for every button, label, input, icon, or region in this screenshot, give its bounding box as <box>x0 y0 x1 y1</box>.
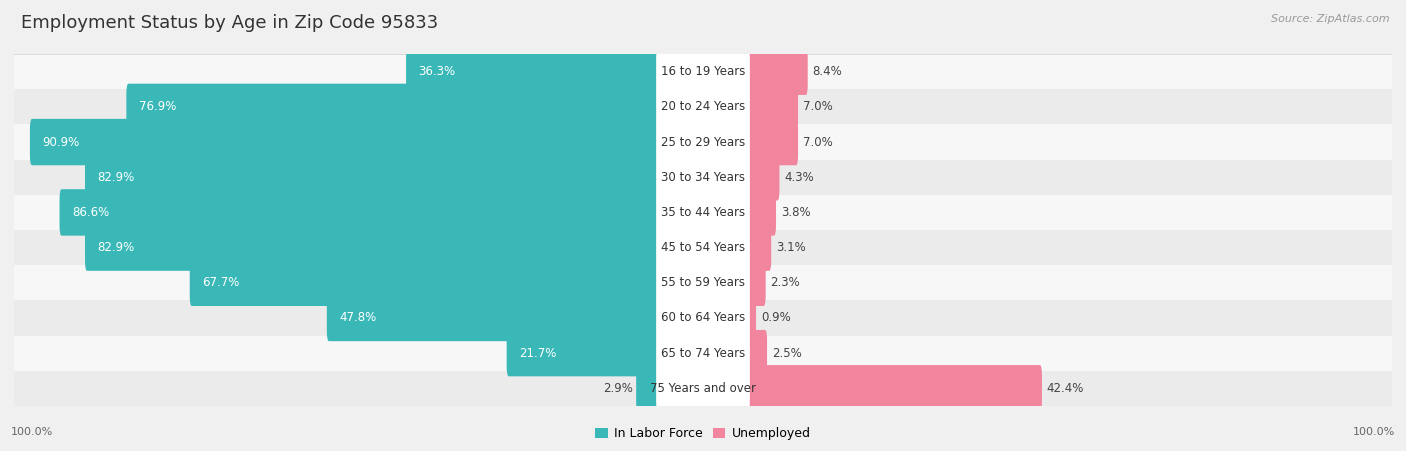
Text: 75 Years and over: 75 Years and over <box>650 382 756 395</box>
FancyBboxPatch shape <box>506 330 661 376</box>
Bar <box>14 124 1392 160</box>
Text: Employment Status by Age in Zip Code 95833: Employment Status by Age in Zip Code 958… <box>21 14 439 32</box>
FancyBboxPatch shape <box>745 330 768 376</box>
Text: 8.4%: 8.4% <box>813 65 842 78</box>
Bar <box>14 195 1392 230</box>
FancyBboxPatch shape <box>745 49 807 95</box>
FancyBboxPatch shape <box>657 295 749 341</box>
FancyBboxPatch shape <box>657 119 749 165</box>
Text: 16 to 19 Years: 16 to 19 Years <box>661 65 745 78</box>
Text: 82.9%: 82.9% <box>97 171 135 184</box>
Bar <box>14 89 1392 124</box>
Bar <box>14 54 1392 89</box>
FancyBboxPatch shape <box>84 225 661 271</box>
Text: 7.0%: 7.0% <box>803 101 832 113</box>
Text: 67.7%: 67.7% <box>202 276 239 289</box>
Text: 2.5%: 2.5% <box>772 347 801 359</box>
Bar <box>14 300 1392 336</box>
FancyBboxPatch shape <box>745 295 756 341</box>
Text: 4.3%: 4.3% <box>785 171 814 184</box>
Text: 100.0%: 100.0% <box>1353 428 1395 437</box>
Text: 2.3%: 2.3% <box>770 276 800 289</box>
FancyBboxPatch shape <box>406 49 661 95</box>
FancyBboxPatch shape <box>657 189 749 235</box>
Text: 65 to 74 Years: 65 to 74 Years <box>661 347 745 359</box>
FancyBboxPatch shape <box>84 154 661 200</box>
FancyBboxPatch shape <box>657 84 749 130</box>
Bar <box>14 265 1392 300</box>
Text: 3.1%: 3.1% <box>776 241 806 254</box>
FancyBboxPatch shape <box>745 154 779 200</box>
Text: 0.9%: 0.9% <box>761 312 790 324</box>
Text: 2.9%: 2.9% <box>603 382 633 395</box>
FancyBboxPatch shape <box>745 225 772 271</box>
Text: 7.0%: 7.0% <box>803 136 832 148</box>
Text: 76.9%: 76.9% <box>139 101 176 113</box>
FancyBboxPatch shape <box>657 49 749 95</box>
FancyBboxPatch shape <box>127 84 661 130</box>
Bar <box>14 371 1392 406</box>
Text: Source: ZipAtlas.com: Source: ZipAtlas.com <box>1271 14 1389 23</box>
Text: 30 to 34 Years: 30 to 34 Years <box>661 171 745 184</box>
Text: 45 to 54 Years: 45 to 54 Years <box>661 241 745 254</box>
FancyBboxPatch shape <box>30 119 661 165</box>
Text: 36.3%: 36.3% <box>419 65 456 78</box>
FancyBboxPatch shape <box>657 260 749 306</box>
FancyBboxPatch shape <box>636 365 661 411</box>
FancyBboxPatch shape <box>59 189 661 235</box>
Text: 42.4%: 42.4% <box>1047 382 1084 395</box>
Text: 100.0%: 100.0% <box>11 428 53 437</box>
Text: 3.8%: 3.8% <box>780 206 810 219</box>
Text: 20 to 24 Years: 20 to 24 Years <box>661 101 745 113</box>
FancyBboxPatch shape <box>745 365 1042 411</box>
FancyBboxPatch shape <box>657 225 749 271</box>
FancyBboxPatch shape <box>745 119 799 165</box>
FancyBboxPatch shape <box>657 365 749 411</box>
Text: 47.8%: 47.8% <box>339 312 377 324</box>
FancyBboxPatch shape <box>745 260 766 306</box>
FancyBboxPatch shape <box>745 189 776 235</box>
FancyBboxPatch shape <box>657 330 749 376</box>
Text: 55 to 59 Years: 55 to 59 Years <box>661 276 745 289</box>
Legend: In Labor Force, Unemployed: In Labor Force, Unemployed <box>591 423 815 446</box>
Text: 21.7%: 21.7% <box>519 347 557 359</box>
Bar <box>14 230 1392 265</box>
Text: 25 to 29 Years: 25 to 29 Years <box>661 136 745 148</box>
Text: 35 to 44 Years: 35 to 44 Years <box>661 206 745 219</box>
Text: 90.9%: 90.9% <box>42 136 80 148</box>
FancyBboxPatch shape <box>657 154 749 200</box>
FancyBboxPatch shape <box>190 260 661 306</box>
FancyBboxPatch shape <box>326 295 661 341</box>
Bar <box>14 160 1392 195</box>
Text: 60 to 64 Years: 60 to 64 Years <box>661 312 745 324</box>
Text: 82.9%: 82.9% <box>97 241 135 254</box>
FancyBboxPatch shape <box>745 84 799 130</box>
Text: 86.6%: 86.6% <box>72 206 110 219</box>
Bar <box>14 336 1392 371</box>
